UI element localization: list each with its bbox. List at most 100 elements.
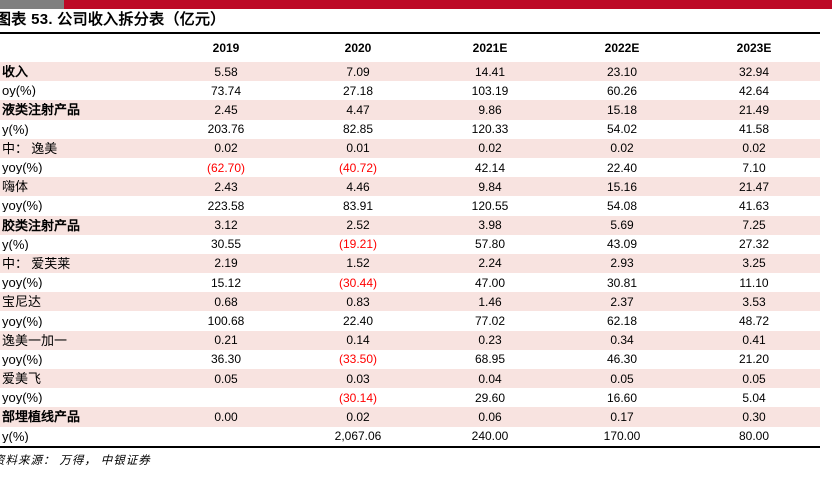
value-cell: (30.14) [338, 390, 378, 405]
row-label: y(%) [2, 237, 29, 251]
value-cell: 0.17 [610, 409, 634, 424]
value-cell: 9.84 [478, 179, 502, 194]
row-label: 收入 [2, 65, 29, 79]
value-cell: 3.53 [742, 294, 766, 309]
value-cell: 0.01 [346, 141, 370, 156]
value-cell: 203.76 [207, 122, 245, 137]
table-row: 嗨体 2.43 4.46 9.84 15.16 21.47 [0, 177, 820, 197]
value-cell: 0.41 [742, 333, 766, 348]
value-cell: 32.94 [738, 64, 770, 79]
table-row: yoy(%) (30.14) 29.60 16.60 5.04 [0, 388, 820, 407]
value-cell: 120.55 [471, 198, 509, 213]
value-cell: 0.06 [478, 409, 502, 424]
table-row: yoy(%) (62.70) (40.72) 42.14 22.40 7.10 [0, 158, 820, 177]
value-cell: 54.02 [606, 122, 638, 137]
table-row: 逸美一加一 0.21 0.14 0.23 0.34 0.41 [0, 330, 820, 350]
row-label: yoy(%) [2, 391, 43, 405]
row-label: 宝尼达 [2, 295, 42, 309]
row-label: 液类注射产品 [2, 103, 81, 117]
value-cell: 23.10 [606, 64, 638, 79]
value-cell: 14.41 [474, 64, 506, 79]
value-cell: 21.49 [738, 102, 770, 117]
value-cell: 30.81 [606, 275, 638, 290]
table-row: yoy(%) 36.30 (33.50) 68.95 46.30 21.20 [0, 350, 820, 369]
value-cell: 4.47 [346, 102, 370, 117]
value-cell: 1.46 [478, 294, 502, 309]
value-cell: 15.18 [606, 102, 638, 117]
value-cell: 0.05 [742, 371, 766, 386]
value-cell: 1.52 [346, 256, 370, 271]
value-cell: 83.91 [342, 198, 374, 213]
accent-bar-gray [0, 0, 64, 9]
value-cell: 60.26 [606, 83, 638, 98]
value-cell: 0.23 [478, 333, 502, 348]
row-label: y(%) [2, 429, 29, 443]
column-header-2021E: 2021E [472, 41, 508, 55]
source-note: 资料来源： 万得， 中银证券 [0, 455, 151, 467]
value-cell: 42.14 [474, 160, 506, 175]
row-label: oy(%) [2, 84, 36, 98]
row-label: 中： 爱芙莱 [2, 256, 71, 270]
value-cell: 77.02 [474, 314, 506, 329]
value-cell: 15.12 [210, 275, 242, 290]
value-cell: 15.16 [606, 179, 638, 194]
title-underline [0, 32, 820, 34]
value-cell: 2,067.06 [334, 429, 382, 444]
row-label: 嗨体 [2, 180, 29, 194]
value-cell: (30.44) [338, 275, 378, 290]
value-cell: 21.47 [738, 179, 770, 194]
value-cell: 0.34 [610, 333, 634, 348]
value-cell: 223.58 [207, 198, 245, 213]
row-label: yoy(%) [2, 314, 43, 328]
table-row: 液类注射产品 2.45 4.47 9.86 15.18 21.49 [0, 100, 820, 120]
value-cell: 62.18 [606, 314, 638, 329]
table-row: 爱美飞 0.05 0.03 0.04 0.05 0.05 [0, 369, 820, 389]
value-cell: 5.69 [610, 218, 634, 233]
value-cell: 41.58 [738, 122, 770, 137]
table-row: y(%) 203.76 82.85 120.33 54.02 41.58 [0, 120, 820, 139]
value-cell: 2.45 [214, 102, 238, 117]
value-cell: 0.68 [214, 294, 238, 309]
value-cell: 0.21 [214, 333, 238, 348]
value-cell: 0.02 [346, 409, 370, 424]
value-cell: (62.70) [206, 160, 246, 175]
value-cell: 7.09 [346, 64, 370, 79]
row-label: yoy(%) [2, 161, 43, 175]
value-cell: 0.02 [478, 141, 502, 156]
value-cell: 11.10 [739, 275, 769, 290]
column-header-2022E: 2022E [604, 41, 640, 55]
value-cell: 0.04 [478, 371, 502, 386]
revenue-table: 2019 2020 2021E 2022E 2023E 收入 5.58 7.09 14.41 2… [0, 34, 820, 446]
value-cell: 2.24 [478, 256, 502, 271]
value-cell: 103.19 [471, 83, 509, 98]
value-cell: 0.02 [214, 141, 238, 156]
table-body: 收入 5.58 7.09 14.41 23.10 32.94 oy(%) 73.74 27.18… [0, 62, 820, 446]
value-cell: 80.00 [738, 429, 770, 444]
header-row: 2019 2020 2021E 2022E 2023E [0, 34, 820, 62]
column-header-2023E: 2023E [736, 41, 772, 55]
value-cell: 41.63 [738, 198, 770, 213]
value-cell: 47.00 [474, 275, 506, 290]
value-cell: 0.14 [346, 333, 370, 348]
table-row: yoy(%) 100.68 22.40 77.02 62.18 48.72 [0, 311, 820, 330]
value-cell: 0.02 [610, 141, 634, 156]
figure-title: 图表 53. 公司收入拆分表（亿元） [0, 11, 226, 28]
value-cell: (40.72) [338, 160, 378, 175]
row-label: y(%) [2, 122, 29, 136]
value-cell: 21.20 [738, 352, 770, 367]
table-row: yoy(%) 15.12 (30.44) 47.00 30.81 11.10 [0, 273, 820, 292]
value-cell: 0.02 [742, 141, 766, 156]
table-bottom-rule [0, 446, 820, 448]
table-row: y(%) 2,067.06 240.00 170.00 80.00 [0, 427, 820, 446]
value-cell: 22.40 [342, 314, 374, 329]
column-header-2019: 2019 [212, 41, 240, 55]
table-row: oy(%) 73.74 27.18 103.19 60.26 42.64 [0, 81, 820, 100]
value-cell: 2.43 [214, 179, 238, 194]
value-cell: 7.10 [742, 160, 766, 175]
value-cell: 0.00 [214, 409, 238, 424]
value-cell: 0.30 [742, 409, 766, 424]
value-cell: 57.80 [474, 237, 506, 252]
value-cell: 48.72 [738, 314, 770, 329]
value-cell: 16.60 [606, 390, 638, 405]
